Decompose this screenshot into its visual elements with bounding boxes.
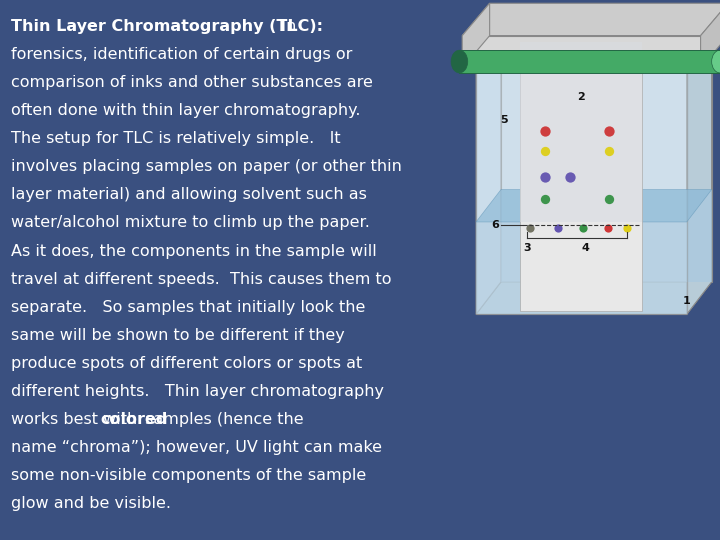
Point [603, 146, 615, 155]
Text: involves placing samples on paper (or other thin: involves placing samples on paper (or ot… [11, 159, 402, 174]
Text: travel at different speeds.  This causes them to: travel at different speeds. This causes … [11, 272, 391, 287]
Point [621, 224, 633, 233]
Text: separate.   So samples that initially look the: separate. So samples that initially look… [11, 300, 365, 315]
Polygon shape [476, 222, 687, 314]
Text: Thin Layer Chromatography (TLC):: Thin Layer Chromatography (TLC): [11, 19, 323, 34]
Text: 1: 1 [683, 296, 690, 306]
Polygon shape [462, 3, 490, 68]
Text: glow and be visible.: glow and be visible. [11, 496, 171, 511]
Text: 6: 6 [492, 220, 500, 230]
Text: samples (hence the: samples (hence the [140, 412, 304, 427]
Point [524, 224, 536, 233]
Text: forensics, identification of certain drugs or: forensics, identification of certain dru… [11, 47, 352, 62]
Polygon shape [501, 39, 711, 282]
Ellipse shape [711, 50, 720, 73]
Point [577, 224, 588, 233]
Text: comparison of inks and other substances are: comparison of inks and other substances … [11, 75, 373, 90]
Text: 2: 2 [577, 92, 585, 102]
Text: often done with thin layer chromatography.: often done with thin layer chromatograph… [11, 103, 360, 118]
Text: same will be shown to be different if they: same will be shown to be different if th… [11, 328, 345, 343]
Text: layer material) and allowing solvent such as: layer material) and allowing solvent suc… [11, 187, 366, 202]
Point [539, 172, 551, 181]
Text: produce spots of different colors or spots at: produce spots of different colors or spo… [11, 356, 362, 371]
Text: As it does, the components in the sample will: As it does, the components in the sample… [11, 244, 377, 259]
Polygon shape [701, 3, 720, 68]
Polygon shape [476, 71, 687, 314]
Text: The setup for TLC is relatively simple.   It: The setup for TLC is relatively simple. … [11, 131, 341, 146]
Polygon shape [476, 39, 501, 314]
Text: 3: 3 [523, 243, 531, 253]
Text: water/alcohol mixture to climb up the paper.: water/alcohol mixture to climb up the pa… [11, 215, 369, 231]
Text: In: In [266, 19, 297, 34]
Polygon shape [476, 282, 711, 314]
Ellipse shape [451, 50, 468, 73]
Text: colored: colored [101, 412, 168, 427]
Point [603, 127, 615, 136]
Point [539, 195, 551, 204]
Text: works best with: works best with [11, 412, 142, 427]
Point [602, 224, 613, 233]
Polygon shape [501, 190, 711, 282]
Polygon shape [462, 3, 720, 36]
Point [603, 195, 615, 204]
Polygon shape [462, 36, 701, 68]
Polygon shape [521, 42, 642, 311]
Polygon shape [476, 190, 711, 222]
Polygon shape [521, 42, 642, 222]
Polygon shape [687, 39, 711, 314]
Text: different heights.   Thin layer chromatography: different heights. Thin layer chromatogr… [11, 384, 384, 399]
Bar [459, 50, 720, 73]
Point [539, 127, 551, 136]
Point [539, 146, 551, 155]
Text: some non-visible components of the sample: some non-visible components of the sampl… [11, 468, 366, 483]
Point [552, 224, 564, 233]
Point [564, 172, 576, 181]
Text: name “chroma”); however, UV light can make: name “chroma”); however, UV light can ma… [11, 440, 382, 455]
Text: 5: 5 [500, 115, 508, 125]
Text: 4: 4 [582, 243, 590, 253]
